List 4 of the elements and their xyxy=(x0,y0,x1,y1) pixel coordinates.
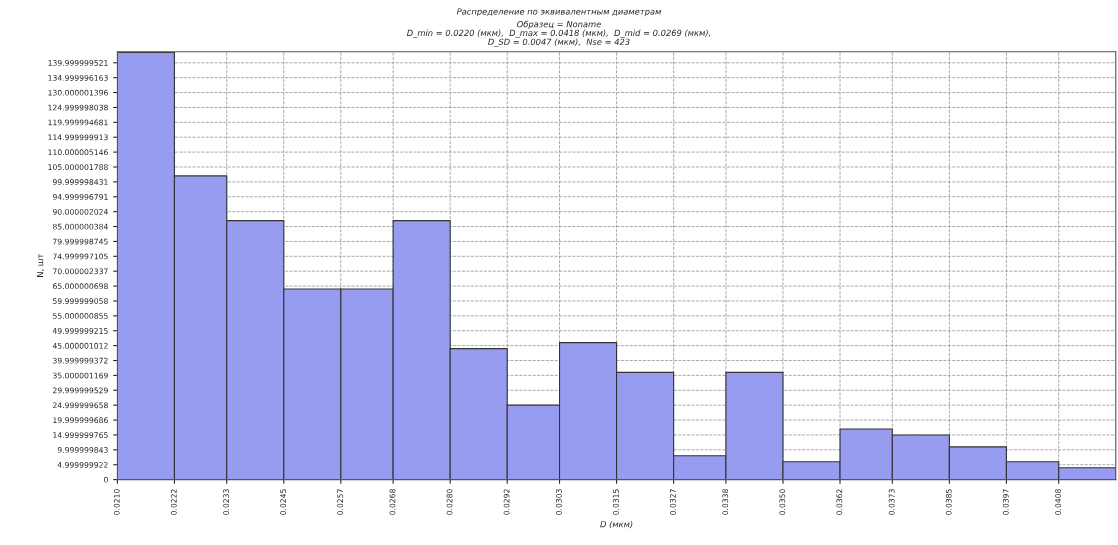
chart-subtitle: Образец = Noname D_min = 0.0220 (мкм), D_max = 0.0418 (мкм), D_mid = 0.0269 (мкм), D_SD = 0.0047 (мкм), Nse = 423 xyxy=(406,20,711,47)
chart-title: Распределение по эквивалентным диаметрам xyxy=(456,8,662,17)
y-axis-title: N, шт xyxy=(37,253,45,277)
x-axis-title: D (мкм) xyxy=(600,520,633,529)
